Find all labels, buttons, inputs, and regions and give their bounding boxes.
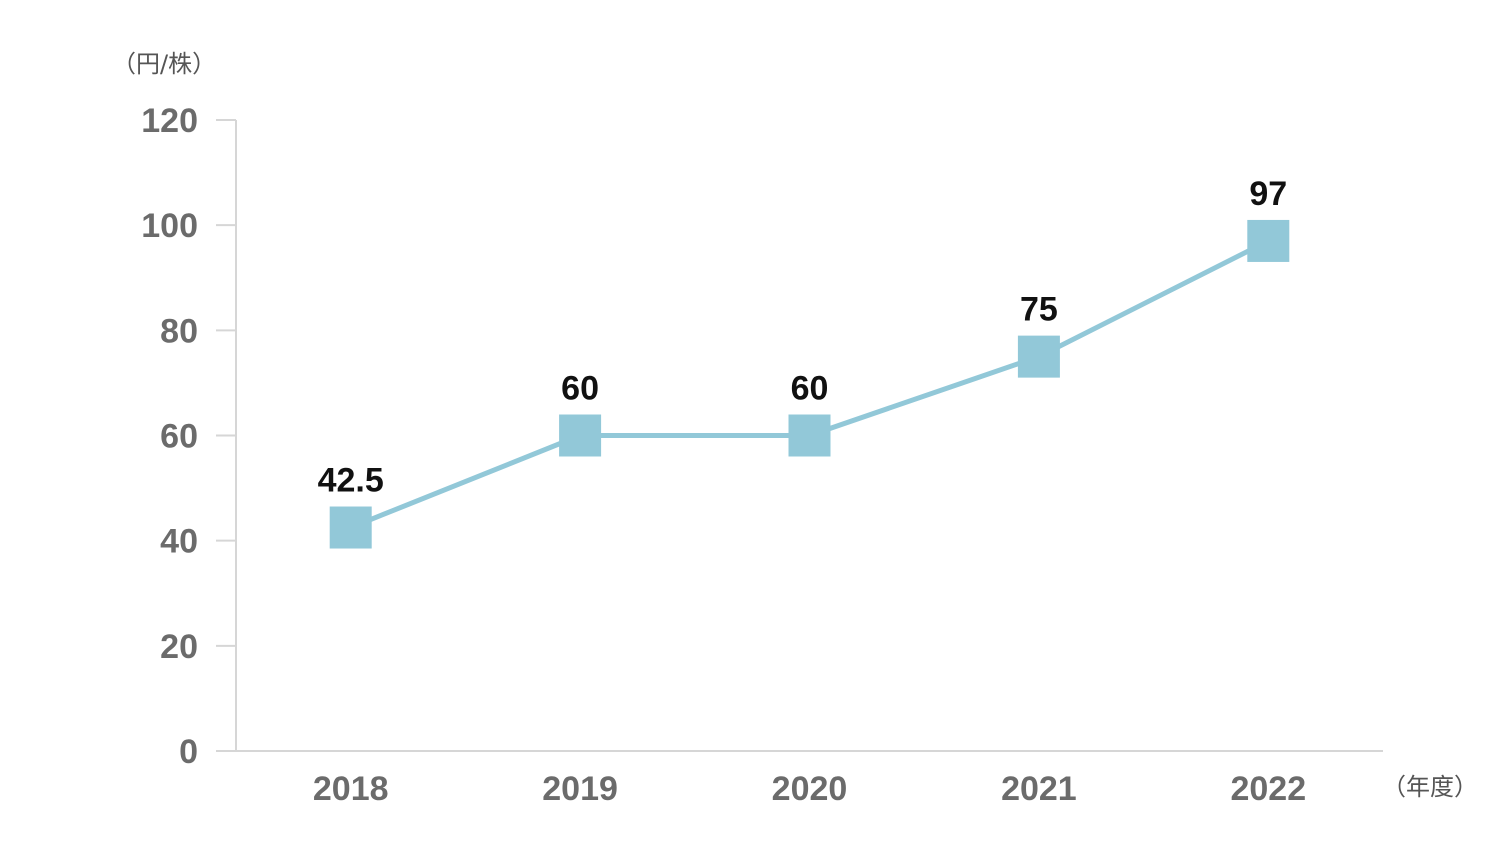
y-tick-label: 80 [160,312,198,350]
y-tick-label: 120 [141,102,198,140]
x-axis-unit-label: （年度） [1382,773,1478,801]
y-axis-unit-label: （円/株） [112,50,216,78]
y-axis-ticks: 0 20 40 60 80 100 120 [141,102,236,771]
data-label: 75 [1020,291,1058,329]
y-tick-label: 60 [160,418,198,456]
data-point-marker [788,414,831,457]
data-label: 60 [561,370,599,408]
data-label: 97 [1249,175,1287,213]
x-tick-label: 2021 [1001,770,1077,808]
y-tick-label: 20 [160,628,198,666]
data-point-marker [559,414,602,457]
x-axis-ticks: 2018 2019 2020 2021 2022 [313,770,1306,808]
data-point-marker [1247,219,1290,262]
y-tick-label: 0 [179,733,198,771]
x-tick-label: 2018 [313,770,389,808]
series-dividend: 42.5 60 60 75 97 [318,175,1290,549]
data-point-marker [329,506,372,549]
x-tick-label: 2022 [1230,770,1306,808]
x-tick-label: 2019 [542,770,618,808]
y-tick-label: 40 [160,523,198,561]
y-tick-label: 100 [141,207,198,245]
data-label: 60 [791,370,829,408]
data-point-marker [1017,335,1060,378]
data-label: 42.5 [318,462,384,500]
x-tick-label: 2020 [772,770,848,808]
